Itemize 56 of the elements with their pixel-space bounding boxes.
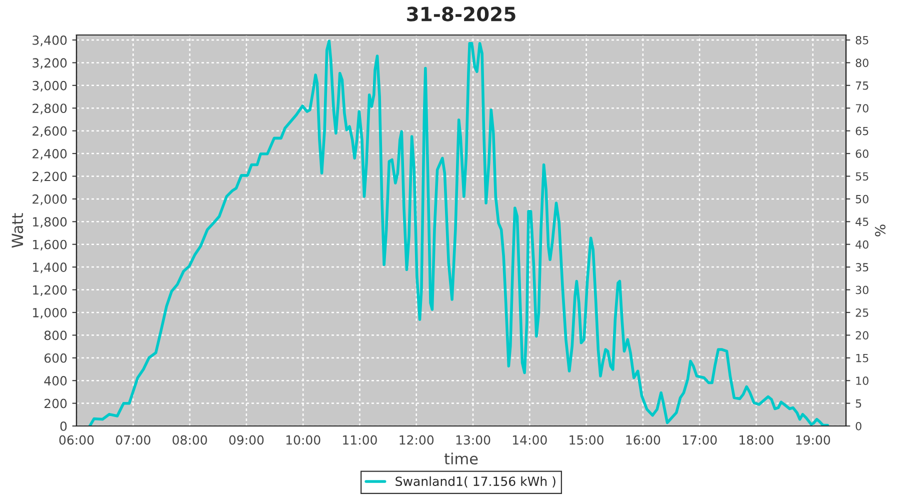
legend-label: Swanland1( 17.156 kWh ) — [396, 476, 556, 488]
x-tick-label: 19:00 — [796, 435, 830, 445]
x-axis-title: time — [444, 452, 478, 465]
x-tick-label: 15:00 — [570, 435, 604, 445]
y2-tick-label: 60 — [856, 150, 868, 158]
y-tick-label: 1,000 — [33, 308, 67, 319]
y-tick-label: 3,200 — [32, 58, 67, 69]
y2-tick-label: 10 — [856, 376, 868, 385]
x-tick-label: 12:00 — [400, 435, 434, 445]
chart-title: 31-8-2025 — [407, 6, 516, 22]
y2-tick-label: 55 — [856, 172, 868, 181]
y2-tick-label: 75 — [856, 82, 868, 90]
y2-tick-label: 40 — [856, 240, 868, 249]
y2-tick-label: 50 — [856, 194, 868, 204]
y-tick-label: 200 — [44, 398, 67, 408]
x-tick-label: 14:00 — [513, 435, 547, 445]
y2-tick-label: 15 — [856, 354, 868, 362]
y-tick-label: 600 — [44, 353, 67, 363]
x-tick-label: 17:00 — [682, 435, 717, 445]
x-tick-label: 07:00 — [116, 435, 150, 445]
y2-tick-label: 65 — [856, 126, 868, 136]
y2-axis-title: % — [874, 224, 886, 236]
line-series — [88, 40, 829, 426]
y-tick-label: 2,600 — [32, 126, 67, 138]
y-tick-label: 800 — [44, 330, 67, 340]
x-tick-label: 06:00 — [59, 435, 94, 445]
x-tick-label: 11:00 — [343, 435, 377, 445]
x-tick-label: 16:00 — [626, 435, 660, 445]
y-tick-label: 1,400 — [33, 262, 67, 274]
x-tick-label: 09:00 — [229, 435, 264, 445]
y2-tick-label: 25 — [856, 308, 868, 317]
y-tick-label: 2,800 — [32, 104, 67, 114]
y-tick-label: 3,000 — [32, 80, 67, 92]
y-tick-label: 1,600 — [33, 240, 67, 251]
y2-tick-label: 0 — [856, 422, 862, 430]
y-axis-title: Watt — [12, 213, 24, 248]
x-tick-label: 18:00 — [740, 435, 774, 445]
x-tick-label: 10:00 — [286, 435, 320, 445]
y2-tick-label: 30 — [856, 286, 868, 294]
y2-tick-label: 5 — [856, 399, 862, 408]
x-tick-label: 13:00 — [456, 435, 490, 445]
y-tick-label: 3,400 — [32, 35, 67, 46]
y2-tick-label: 20 — [856, 331, 868, 340]
y-tick-label: 1,200 — [33, 285, 67, 296]
y-tick-label: 2,200 — [32, 172, 67, 182]
y2-tick-label: 80 — [856, 58, 868, 68]
y-tick-label: 2,400 — [32, 149, 67, 160]
y-tick-label: 400 — [44, 376, 67, 386]
y2-tick-label: 85 — [856, 36, 868, 44]
y2-tick-label: 70 — [856, 104, 868, 112]
x-tick-label: 08:00 — [172, 435, 207, 445]
y2-tick-label: 45 — [856, 218, 868, 226]
y-tick-label: 2,000 — [32, 194, 67, 206]
y-tick-label: 1,800 — [33, 217, 67, 228]
y2-tick-label: 35 — [856, 263, 868, 272]
y-tick-label: 0 — [60, 421, 67, 431]
